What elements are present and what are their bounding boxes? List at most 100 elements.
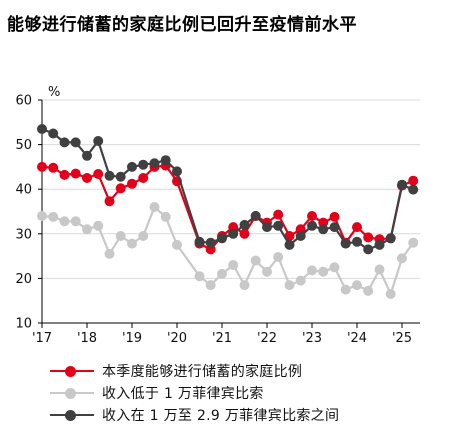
- data-point: [228, 260, 239, 270]
- data-point: [115, 183, 126, 194]
- x-tick-label: '25: [392, 331, 412, 346]
- data-point: [37, 161, 47, 172]
- chart-title: 能够进行储蓄的家庭比例已回升至疫情前水平: [7, 15, 357, 35]
- data-point: [59, 137, 70, 148]
- data-point: [273, 209, 284, 220]
- data-point: [239, 219, 250, 230]
- data-point: [284, 231, 295, 241]
- data-point: [127, 238, 137, 249]
- data-point: [160, 155, 171, 166]
- data-point: [295, 231, 306, 241]
- data-point: [115, 171, 126, 182]
- data-point: [329, 262, 340, 273]
- legend-swatch-red: [50, 366, 94, 377]
- data-point: [352, 222, 362, 233]
- data-point: [138, 159, 149, 170]
- legend-swatch-dark-gray: [50, 410, 94, 421]
- data-point: [70, 137, 81, 148]
- x-tick-label: '18: [77, 331, 97, 346]
- data-point: [59, 216, 70, 227]
- data-point: [374, 264, 385, 275]
- data-point: [284, 239, 295, 250]
- y-tick-label: 50: [15, 138, 32, 153]
- data-point: [48, 128, 59, 139]
- data-point: [149, 158, 160, 169]
- data-point: [363, 232, 374, 243]
- data-point: [205, 237, 216, 248]
- data-point: [239, 228, 250, 239]
- data-point: [262, 222, 272, 233]
- data-point: [262, 266, 272, 277]
- data-point: [172, 166, 182, 177]
- data-point: [408, 237, 419, 248]
- data-point: [70, 216, 81, 227]
- data-point: [307, 265, 317, 276]
- data-point: [329, 222, 340, 233]
- data-point: [374, 239, 385, 250]
- legend-label: 收入低于 1 万菲律宾比索: [102, 386, 264, 402]
- data-point: [194, 271, 205, 282]
- data-point: [82, 150, 92, 161]
- data-point: [239, 280, 250, 291]
- data-point: [307, 220, 317, 231]
- data-point: [59, 169, 70, 180]
- line-chart: 10 20 30 40 50 60% '17 '18 '19 '20 '21 '22 '23 '24 '25: [15, 85, 420, 346]
- data-point: [318, 224, 329, 235]
- x-tick-label: '22: [257, 331, 277, 346]
- data-point: [352, 280, 362, 291]
- data-point: [363, 285, 374, 296]
- data-point: [70, 168, 81, 179]
- data-point: [104, 196, 115, 207]
- data-point: [115, 231, 126, 241]
- y-axis-unit-label: %: [48, 85, 60, 100]
- legend-label: 收入在 1 万至 2.9 万菲律宾比索之间: [102, 408, 340, 424]
- x-tick-label: '21: [212, 331, 232, 346]
- tick-labels: 10 20 30 40 50 60% '17 '18 '19 '20 '21 '22 '23 '24 '25: [15, 85, 412, 346]
- data-point: [340, 284, 351, 295]
- data-point: [408, 175, 419, 186]
- data-point: [48, 162, 59, 173]
- data-point: [93, 220, 104, 231]
- data-point: [363, 244, 374, 255]
- x-tick-label: '19: [122, 331, 142, 346]
- data-point: [284, 280, 295, 291]
- data-point: [397, 179, 407, 190]
- data-point: [194, 236, 205, 247]
- data-point: [217, 233, 227, 244]
- y-tick-label: 60: [15, 94, 32, 109]
- data-point: [250, 255, 261, 266]
- data-point: [93, 169, 104, 179]
- data-point: [82, 224, 92, 235]
- data-point: [138, 231, 149, 241]
- data-point: [295, 275, 306, 286]
- data-point: [104, 248, 115, 259]
- data-point: [93, 136, 104, 146]
- data-point: [160, 211, 171, 222]
- data-point: [318, 266, 329, 277]
- y-tick-label: 20: [15, 272, 32, 287]
- x-tick-label: '17: [32, 331, 52, 346]
- grid-lines: [42, 99, 420, 279]
- data-point: [307, 211, 317, 221]
- data-point: [250, 211, 261, 221]
- data-point: [340, 238, 351, 249]
- legend-label: 本季度能够进行储蓄的家庭比例: [102, 364, 303, 380]
- y-tick-label: 40: [15, 183, 32, 198]
- data-point: [138, 173, 149, 183]
- x-tick-label: '24: [347, 331, 367, 346]
- data-point: [48, 211, 59, 222]
- data-point: [37, 211, 47, 221]
- data-point: [329, 211, 340, 222]
- data-point: [352, 236, 362, 247]
- data-point: [408, 184, 419, 195]
- axes: [38, 99, 420, 328]
- legend-swatch-light-gray: [50, 388, 94, 399]
- y-tick-label: 10: [15, 317, 32, 332]
- data-point: [104, 170, 115, 181]
- data-point: [82, 173, 92, 183]
- data-point: [273, 252, 284, 262]
- data-point: [217, 268, 227, 279]
- data-point: [37, 124, 47, 134]
- x-tick-label: '20: [167, 331, 187, 346]
- data-point: [385, 233, 396, 244]
